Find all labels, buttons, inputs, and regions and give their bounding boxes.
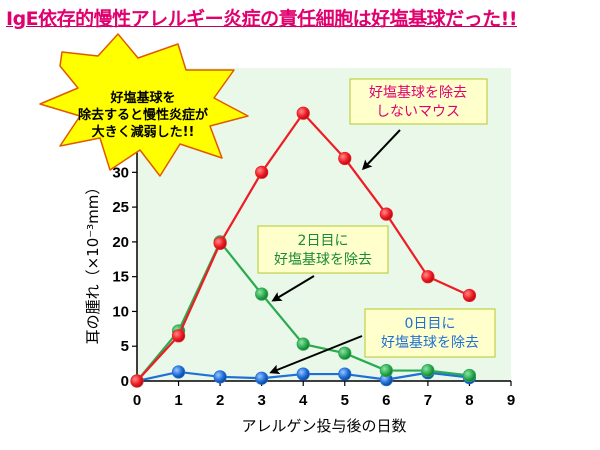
data-point [338, 151, 352, 166]
callout-arrow [361, 129, 401, 171]
star-burst-line: 大きく減弱した!! [92, 124, 195, 140]
data-point [296, 106, 310, 120]
callout-arrow [271, 275, 315, 302]
data-point [462, 368, 477, 383]
x-tick-label: 9 [507, 392, 515, 409]
data-point [213, 236, 227, 250]
data-point [255, 287, 269, 301]
data-point [171, 329, 186, 343]
series [130, 106, 477, 388]
x-tick-label: 7 [424, 392, 432, 409]
series-layer [130, 106, 477, 388]
y-axis-title: 耳の腫れ（×10⁻³mm） [84, 180, 102, 345]
data-point [421, 363, 435, 378]
callout-line: 好塩基球を除去 [381, 334, 479, 351]
y-tick-label: 5 [121, 338, 129, 355]
callout-box [364, 308, 496, 358]
x-tick-label: 8 [465, 392, 473, 409]
data-point [379, 207, 393, 221]
x-tick-label: 3 [257, 392, 265, 409]
callout-line: 好塩基球を除去 [274, 251, 372, 268]
page-title: IgE依存的慢性アレルギー炎症の責任細胞は好塩基球だった!! [6, 8, 517, 30]
callout-line: しないマウス [376, 104, 460, 120]
data-point [462, 288, 477, 303]
x-tick-label: 0 [133, 392, 141, 409]
callout-box [349, 78, 488, 125]
x-tick-label: 4 [299, 392, 308, 409]
callout-box [257, 225, 389, 274]
callout-green: 2日目に 好塩基球を除去 [257, 225, 389, 302]
x-tick-label: 6 [382, 392, 390, 409]
star-burst-shape [39, 33, 249, 177]
data-point [296, 367, 310, 381]
callout-line: 0日目に [405, 316, 456, 332]
star-burst-callout: 好塩基球を 除去すると慢性炎症が 大きく減弱した!! [39, 33, 249, 177]
data-point [255, 371, 269, 385]
data-point [213, 370, 227, 384]
y-tick-label: 30 [112, 164, 129, 181]
x-tick-label: 2 [216, 392, 224, 409]
x-tick-label: 5 [341, 392, 349, 409]
axes: 012345678905101520253045 [112, 60, 515, 409]
x-tick-label: 1 [174, 392, 182, 409]
callout-line: 2日目に [298, 233, 349, 249]
data-point [421, 270, 435, 284]
y-tick-label: 20 [112, 234, 129, 251]
y-tick-label: 10 [112, 303, 129, 320]
callout-line: 好塩基球を除去 [369, 84, 467, 101]
data-point [296, 337, 310, 351]
data-point [338, 367, 352, 381]
y-tick-label: 0 [121, 373, 129, 390]
star-burst-line: 好塩基球を [109, 90, 175, 106]
data-point [255, 165, 269, 179]
callout-red: 好塩基球を除去 しないマウス [349, 78, 488, 171]
star-burst-line: 除去すると慢性炎症が [78, 107, 208, 123]
x-axis-title: アレルゲン投与後の日数 [241, 417, 406, 435]
y-tick-label: 15 [112, 269, 129, 286]
callout-arrow [269, 335, 363, 375]
data-point [338, 346, 352, 360]
data-point [379, 363, 393, 378]
data-point [171, 365, 186, 379]
callout-blue: 0日目に 好塩基球を除去 [269, 308, 496, 375]
data-point [130, 374, 144, 388]
y-tick-label: 25 [112, 199, 129, 216]
